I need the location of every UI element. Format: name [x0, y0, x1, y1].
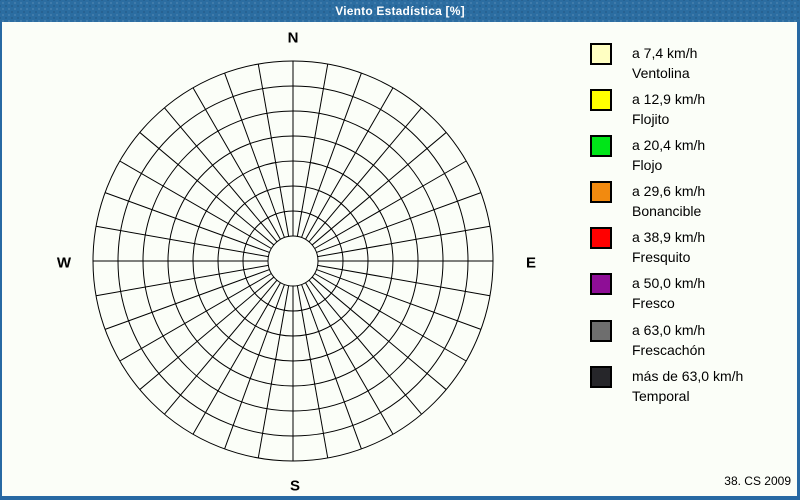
legend-category-label: Fresquito [632, 249, 691, 266]
grid-spoke [104, 192, 270, 253]
grid-spoke [316, 269, 482, 330]
grid-spoke [301, 284, 362, 450]
legend-label: a 50,0 km/h Fresco [632, 273, 705, 313]
grid-spoke [164, 107, 278, 243]
legend-item: a 50,0 km/h Fresco [590, 273, 743, 319]
legend-label: a 20,4 km/h Flojo [632, 135, 705, 175]
grid-ring [267, 235, 319, 287]
legend-speed-label: a 38,9 km/h [632, 229, 706, 246]
footer-credit: 38. CS 2009 [724, 474, 791, 488]
grid-spoke [316, 192, 482, 253]
legend-color-swatch [590, 273, 612, 296]
legend-label: a 38,9 km/h Fresquito [632, 227, 705, 267]
compass-label-east: E [525, 254, 537, 272]
legend-color-swatch [590, 89, 612, 112]
legend-category-label: Temporal [632, 387, 690, 404]
grid-spoke [192, 282, 281, 435]
wind-rose-grid [92, 60, 494, 462]
legend-category-label: Fresco [632, 295, 675, 312]
grid-spoke [317, 225, 491, 258]
grid-spoke [296, 63, 329, 237]
legend-item: a 20,4 km/h Flojo [590, 135, 743, 181]
grid-spoke [104, 269, 270, 330]
grid-spoke [257, 63, 290, 237]
grid-spoke [305, 87, 394, 240]
legend-label: a 63,0 km/h Frescachón [632, 320, 705, 360]
legend-category-label: Ventolina [632, 65, 690, 81]
legend-item: a 7,4 km/h Ventolina [590, 43, 743, 89]
legend-color-swatch [590, 227, 612, 250]
legend-speed-label: a 50,0 km/h [632, 275, 706, 292]
legend-category-label: Flojo [632, 157, 663, 174]
legend-speed-label: a 20,4 km/h [632, 137, 706, 154]
legend-category-label: Bonancible [632, 203, 702, 220]
grid-spoke [257, 285, 290, 459]
grid-spoke [164, 279, 278, 415]
compass-label-south: S [289, 477, 301, 495]
legend-item: a 12,9 km/h Flojito [590, 89, 743, 135]
legend-item: a 63,0 km/h Frescachón [590, 319, 743, 366]
grid-spoke [311, 132, 447, 246]
legend-speed-label: a 63,0 km/h [632, 321, 706, 338]
legend-speed-label: a 29,6 km/h [632, 183, 706, 200]
legend-color-swatch [590, 365, 612, 388]
window-title: Viento Estadística [%] [335, 4, 465, 18]
legend-label: a 29,6 km/h Bonancible [632, 181, 705, 221]
grid-spoke [192, 87, 281, 240]
legend-category-label: Frescachón [632, 341, 706, 358]
legend-label: a 12,9 km/h Flojito [632, 89, 705, 129]
grid-spoke [139, 132, 275, 246]
legend-item: a 38,9 km/h Fresquito [590, 227, 743, 273]
grid-spoke [308, 107, 422, 243]
grid-spoke [308, 279, 422, 415]
legend-color-swatch [590, 319, 612, 342]
grid-spoke [224, 72, 285, 238]
legend-item: más de 63,0 km/h Temporal [590, 365, 743, 412]
legend-label: a 7,4 km/h Ventolina [632, 43, 697, 83]
grid-spoke [95, 225, 269, 258]
grid-spoke [224, 284, 285, 450]
legend-item: a 29,6 km/h Bonancible [590, 181, 743, 227]
compass-label-west: W [56, 254, 72, 272]
legend-label: más de 63,0 km/h Temporal [632, 366, 743, 406]
grid-spoke [305, 282, 394, 435]
chart-area: N E S W a 7,4 km/h Ventolina a 12,9 km/h Fl… [2, 22, 797, 496]
grid-spoke [119, 273, 272, 362]
grid-spoke [296, 285, 329, 459]
legend-speed-label: más de 63,0 km/h [632, 367, 744, 384]
legend-category-label: Flojito [632, 111, 670, 128]
window-titlebar[interactable]: Viento Estadística [%] [0, 0, 800, 22]
grid-spoke [301, 72, 362, 238]
grid-spoke [311, 276, 447, 390]
grid-spoke [95, 264, 269, 297]
legend-color-swatch [590, 43, 612, 65]
compass-label-north: N [287, 29, 299, 47]
grid-spoke [314, 160, 467, 249]
grid-spoke [139, 276, 275, 390]
grid-spoke [119, 160, 272, 249]
legend-speed-label: a 7,4 km/h [632, 45, 698, 61]
legend: a 7,4 km/h Ventolina a 12,9 km/h Flojito a 2… [590, 43, 743, 412]
grid-spoke [314, 273, 467, 362]
legend-color-swatch [590, 135, 612, 158]
legend-speed-label: a 12,9 km/h [632, 91, 706, 108]
legend-color-swatch [590, 181, 612, 204]
grid-spoke [317, 264, 491, 297]
